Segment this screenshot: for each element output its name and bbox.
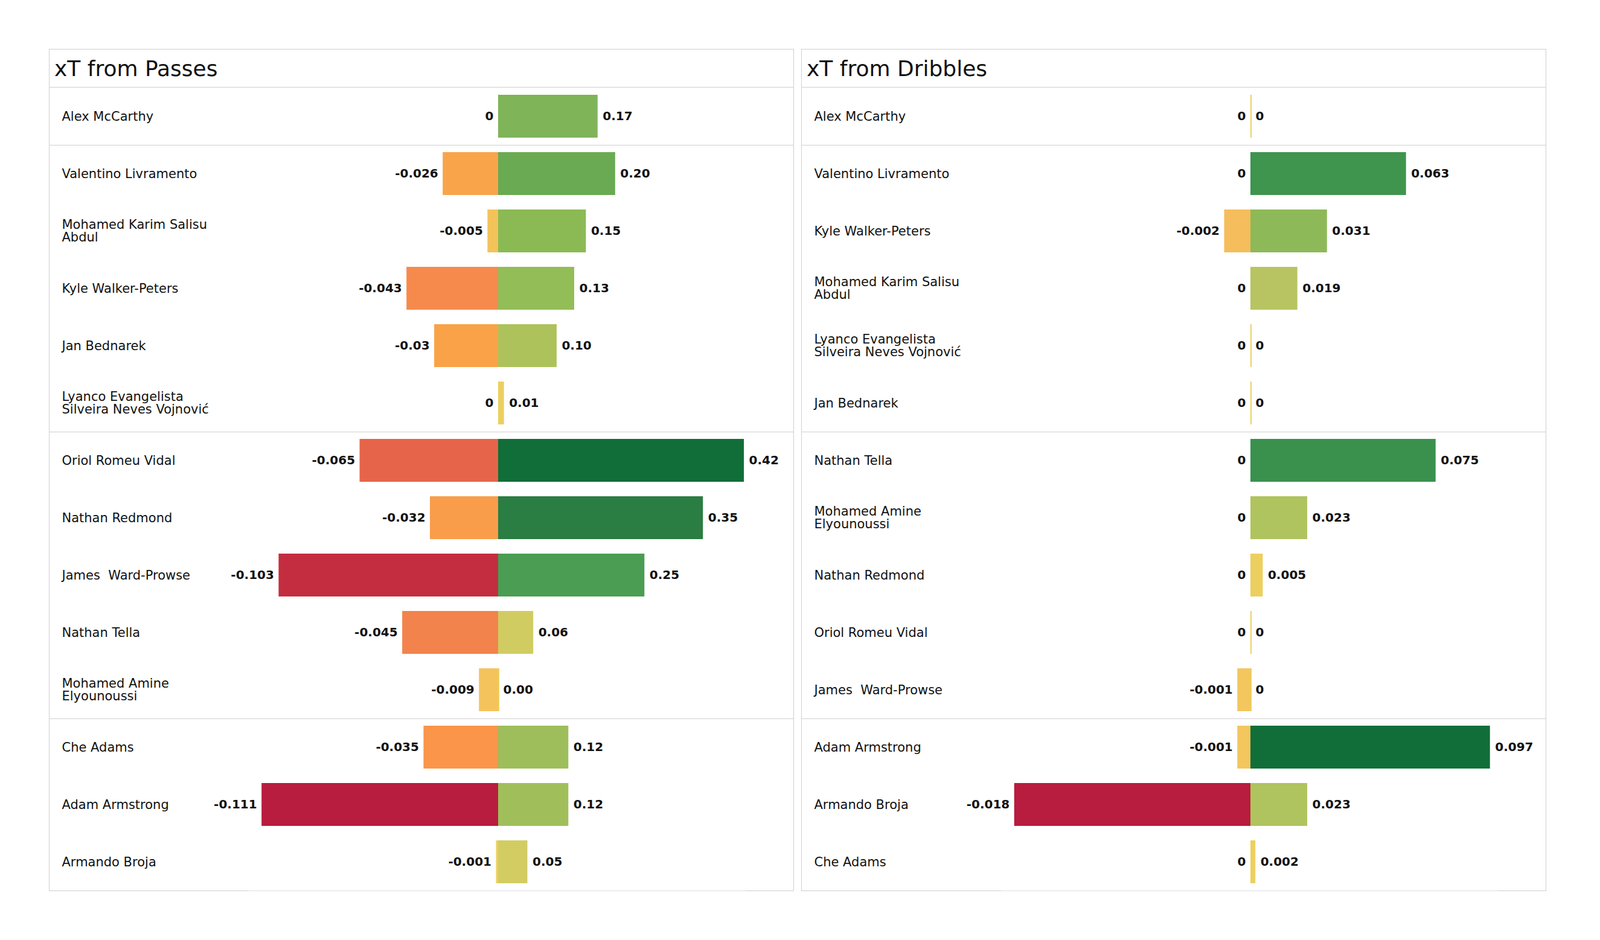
svg-text:-0.032: -0.032 <box>382 510 426 525</box>
html-text:xT from Dribbles: xT from Dribbles <box>806 56 988 81</box>
svg-text:0.13: 0.13 <box>579 280 609 296</box>
svg-text:Jan Bednarek: Jan Bednarek <box>813 396 900 411</box>
svg-text:0.01: 0.01 <box>508 395 539 410</box>
svg-text:James Ward-Prowse: James Ward-Prowse <box>813 682 944 698</box>
svg-text:-0.018: -0.018 <box>966 796 1011 812</box>
svg-text:0: 0 <box>1237 280 1247 296</box>
svg-text:0.35: 0.35 <box>708 510 738 525</box>
svg-text:0.005: 0.005 <box>1267 567 1306 583</box>
svg-text:-0.009: -0.009 <box>431 682 475 697</box>
svg-text:0.023: 0.023 <box>1312 796 1351 812</box>
svg-text:Oriol Romeu Vidal: Oriol Romeu Vidal <box>62 453 176 468</box>
svg-text:0.031: 0.031 <box>1331 223 1370 238</box>
svg-text:Kyle Walker-Peters: Kyle Walker-Peters <box>814 224 932 239</box>
svg-text:0: 0 <box>1237 854 1247 869</box>
svg-text:0.097: 0.097 <box>1494 739 1533 755</box>
svg-text:0.12: 0.12 <box>573 796 604 812</box>
svg-text:0.10: 0.10 <box>561 338 592 353</box>
svg-text:Valentino Livramento: Valentino Livramento <box>62 166 198 182</box>
svg-text:Mohamed AmineElyounoussi: Mohamed AmineElyounoussi <box>62 676 170 704</box>
svg-text:-0.035: -0.035 <box>375 739 420 755</box>
html-text:xT from Passes: xT from Passes <box>54 56 218 81</box>
svg-text:0: 0 <box>1255 682 1265 697</box>
svg-text:0: 0 <box>1255 338 1265 353</box>
svg-text:-0.03: -0.03 <box>394 338 430 353</box>
svg-text:0: 0 <box>1255 624 1265 640</box>
svg-text:-0.005: -0.005 <box>439 223 484 238</box>
svg-text:0: 0 <box>1255 108 1265 124</box>
svg-text:0: 0 <box>1237 166 1247 181</box>
svg-text:0: 0 <box>1237 567 1247 583</box>
svg-text:Armando Broja: Armando Broja <box>62 854 157 870</box>
svg-text:Che Adams: Che Adams <box>814 854 887 870</box>
svg-text:Nathan Redmond: Nathan Redmond <box>62 510 173 526</box>
svg-text:Jan Bednarek: Jan Bednarek <box>60 338 147 354</box>
svg-text:-0.001: -0.001 <box>448 854 492 869</box>
svg-text:0: 0 <box>1237 395 1247 410</box>
svg-text:0.06: 0.06 <box>538 624 569 640</box>
svg-text:0.063: 0.063 <box>1411 166 1450 181</box>
svg-text:Mohamed Karim SalisuAbdul: Mohamed Karim SalisuAbdul <box>814 274 960 302</box>
svg-text:Mohamed Karim SalisuAbdul: Mohamed Karim SalisuAbdul <box>62 217 208 245</box>
svg-text:0.075: 0.075 <box>1440 452 1479 468</box>
svg-text:0.17: 0.17 <box>602 108 633 124</box>
svg-text:0: 0 <box>1237 624 1247 640</box>
svg-text:Adam Armstrong: Adam Armstrong <box>62 797 170 813</box>
svg-text:0.12: 0.12 <box>573 739 604 755</box>
svg-text:Valentino Livramento: Valentino Livramento <box>814 166 950 182</box>
svg-text:Alex McCarthy: Alex McCarthy <box>62 109 154 124</box>
svg-text:0.42: 0.42 <box>749 452 779 468</box>
svg-text:Adam Armstrong: Adam Armstrong <box>814 740 922 755</box>
svg-text:0.05: 0.05 <box>532 854 563 869</box>
svg-text:-0.045: -0.045 <box>354 624 398 640</box>
svg-text:Armando Broja: Armando Broja <box>814 797 909 813</box>
svg-text:0.15: 0.15 <box>591 223 621 238</box>
svg-text:Nathan Redmond: Nathan Redmond <box>814 568 925 583</box>
svg-text:0.20: 0.20 <box>620 166 650 181</box>
svg-text:0: 0 <box>1237 510 1247 525</box>
svg-text:Che Adams: Che Adams <box>62 740 135 755</box>
svg-text:-0.111: -0.111 <box>213 796 258 812</box>
svg-text:0.00: 0.00 <box>503 682 534 697</box>
svg-text:0: 0 <box>485 108 494 124</box>
svg-text:0.019: 0.019 <box>1302 280 1341 296</box>
svg-text:Lyanco EvangelistaSilveira Nev: Lyanco EvangelistaSilveira Neves Vojnovi… <box>814 332 962 360</box>
svg-text:Nathan Tella: Nathan Tella <box>814 453 893 468</box>
svg-text:0: 0 <box>1237 108 1247 124</box>
svg-text:Lyanco EvangelistaSilveira Nev: Lyanco EvangelistaSilveira Neves Vojnovi… <box>62 389 209 417</box>
svg-text:0: 0 <box>1237 452 1247 468</box>
svg-text:-0.065: -0.065 <box>311 452 356 468</box>
svg-text:-0.001: -0.001 <box>1189 682 1233 697</box>
svg-text:Mohamed AmineElyounoussi: Mohamed AmineElyounoussi <box>814 504 922 532</box>
svg-text:James Ward-Prowse: James Ward-Prowse <box>60 568 191 583</box>
svg-text:0.002: 0.002 <box>1260 854 1299 869</box>
svg-text:0: 0 <box>1255 395 1265 410</box>
svg-text:-0.043: -0.043 <box>358 280 403 296</box>
svg-text:0.25: 0.25 <box>649 567 680 583</box>
svg-text:-0.001: -0.001 <box>1189 739 1233 755</box>
svg-text:Nathan Tella: Nathan Tella <box>62 625 141 640</box>
svg-text:0: 0 <box>485 395 494 410</box>
svg-text:0: 0 <box>1237 338 1247 353</box>
svg-text:Oriol Romeu Vidal: Oriol Romeu Vidal <box>814 625 928 640</box>
svg-text:-0.026: -0.026 <box>394 166 439 181</box>
svg-text:0.023: 0.023 <box>1312 510 1351 525</box>
svg-text:-0.103: -0.103 <box>230 567 275 583</box>
svg-text:-0.002: -0.002 <box>1176 223 1220 238</box>
svg-text:Kyle Walker-Peters: Kyle Walker-Peters <box>62 281 179 296</box>
svg-text:Alex McCarthy: Alex McCarthy <box>814 109 907 124</box>
